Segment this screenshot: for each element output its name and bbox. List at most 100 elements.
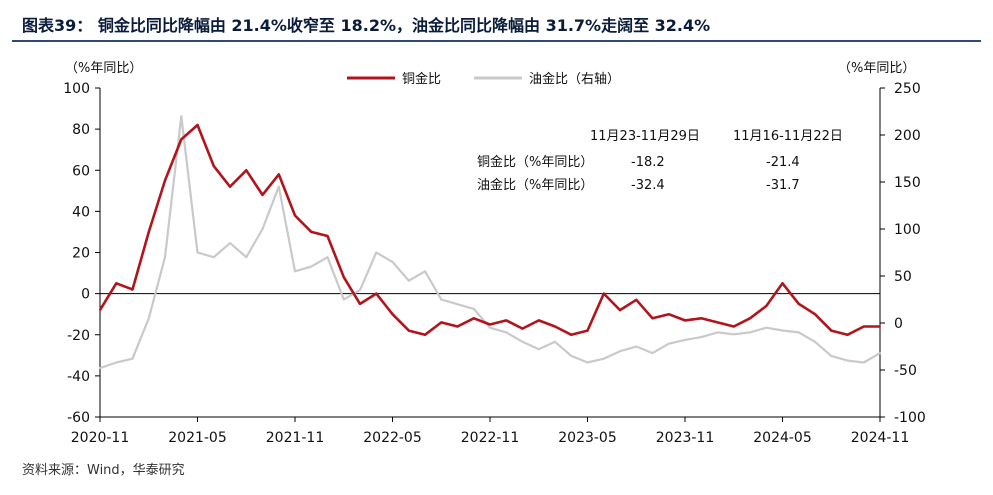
oil-gold-point [472, 308, 475, 310]
oil-gold-point [781, 329, 784, 332]
copper-gold-point [830, 329, 833, 332]
table-row-copper-current: -18.2 [631, 155, 665, 170]
left-tick-label: 0 [81, 287, 90, 303]
copper-gold-point [180, 138, 183, 141]
copper-gold-point [781, 282, 784, 285]
left-tick-label: 40 [72, 204, 90, 220]
copper-gold-point [619, 309, 621, 311]
oil-gold-point [212, 256, 215, 259]
right-tick-label: 0 [894, 316, 903, 332]
oil-gold-point [521, 340, 524, 343]
right-tick-label: 50 [894, 269, 912, 285]
copper-gold-point [261, 194, 264, 196]
title-rule [12, 40, 981, 42]
oil-gold-point [862, 361, 865, 364]
copper-gold-point [635, 298, 638, 301]
copper-gold-point [797, 303, 800, 305]
copper-gold-point [879, 325, 881, 328]
right-tick-label: -100 [894, 410, 926, 426]
copper-gold-point [359, 303, 361, 305]
oil-gold-point [667, 342, 670, 345]
x-tick-label: 2021-05 [168, 430, 227, 446]
copper-gold-point [521, 327, 524, 330]
copper-gold-point [846, 333, 849, 336]
right-tick-label: -50 [894, 363, 917, 379]
copper-gold-point [294, 214, 296, 217]
x-tick-label: 2022-11 [461, 430, 520, 446]
oil-gold-point [294, 270, 296, 273]
copper-gold-point [196, 124, 199, 126]
x-tick-label: 2023-05 [558, 430, 617, 446]
oil-gold-point [635, 345, 638, 348]
axes: 100806040200-20-40-60250200150100500-50-… [63, 81, 926, 446]
copper-gold-point [131, 288, 134, 291]
oil-gold-point [554, 340, 556, 343]
oil-gold-point [359, 289, 361, 291]
oil-gold-point [391, 261, 394, 263]
copper-gold-point [229, 185, 231, 188]
copper-gold-point [862, 325, 865, 328]
copper-gold-point [391, 313, 394, 316]
table-row-copper-label: 铜金比（%年同比） [477, 154, 593, 170]
table-row-copper-previous: -21.4 [766, 155, 800, 170]
oil-gold-point [456, 303, 459, 306]
left-axis-label: （%年同比） [65, 61, 142, 76]
source-note: 资料来源：Wind，华泰研究 [22, 463, 185, 478]
legend-copper-label: 铜金比 [402, 71, 441, 87]
oil-gold-point [261, 228, 264, 230]
copper-gold-point [99, 309, 101, 311]
copper-gold-point [570, 333, 573, 336]
copper-gold-point [310, 231, 313, 233]
table-row-oil-current: -32.4 [631, 178, 665, 193]
oil-gold-point [765, 326, 768, 329]
oil-gold-point [489, 326, 491, 329]
copper-gold-point [489, 323, 491, 326]
oil-gold-point [440, 298, 443, 301]
copper-gold-point [537, 319, 540, 322]
table-header-previous: 11月16-11月22日 [733, 129, 843, 144]
copper-gold-point [245, 169, 248, 172]
copper-gold-point [814, 313, 816, 316]
copper-gold-point [440, 321, 443, 324]
oil-gold-point [326, 256, 329, 259]
oil-gold-point [115, 361, 118, 364]
copper-gold-point [277, 173, 280, 176]
oil-gold-point [375, 251, 378, 254]
oil-gold-point [537, 348, 540, 351]
oil-gold-point [586, 361, 589, 364]
left-tick-label: 20 [72, 246, 90, 262]
left-tick-label: -60 [67, 410, 90, 426]
oil-gold-point [131, 357, 134, 360]
series-group [98, 115, 881, 370]
copper-gold-point [212, 165, 215, 168]
left-tick-label: 60 [72, 163, 90, 179]
oil-gold-point [732, 333, 735, 336]
oil-gold-point [505, 331, 508, 334]
copper-gold-point [115, 282, 118, 285]
oil-gold-point [196, 251, 199, 254]
oil-gold-point [716, 331, 719, 334]
copper-gold-point [700, 317, 703, 320]
left-tick-label: -40 [67, 369, 90, 385]
copper-gold-point [667, 313, 670, 316]
table-row-oil-previous: -31.7 [766, 178, 800, 193]
copper-gold-point [732, 325, 735, 328]
copper-gold-point [554, 325, 556, 328]
copper-gold-point [651, 317, 654, 320]
right-tick-label: 200 [894, 128, 921, 144]
left-tick-label: 80 [72, 122, 90, 138]
table-header-current: 11月23-11月29日 [590, 129, 700, 144]
oil-gold-point [407, 279, 410, 282]
copper-gold-point [586, 329, 589, 332]
copper-gold-point [765, 305, 768, 307]
copper-gold-point [424, 333, 426, 336]
legend-oil-label: 油金比（右轴） [529, 71, 620, 87]
x-tick-label: 2024-05 [753, 430, 812, 446]
oil-gold-point [342, 298, 345, 301]
oil-gold-point [570, 355, 573, 357]
oil-gold-point [602, 357, 605, 360]
oil-gold-point [846, 359, 849, 362]
oil-gold-point [310, 265, 313, 268]
copper-gold-point [472, 317, 475, 320]
